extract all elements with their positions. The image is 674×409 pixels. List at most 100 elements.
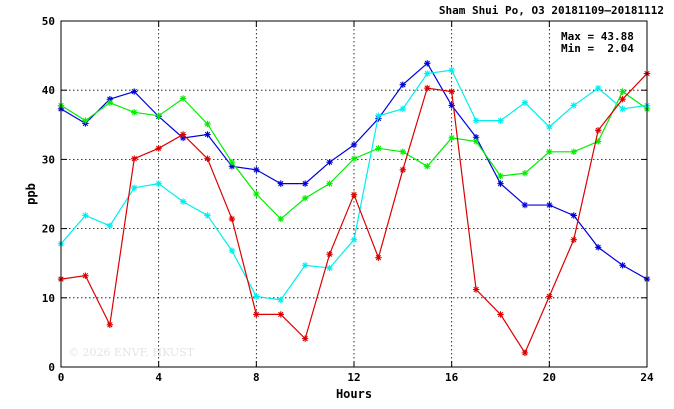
data-point <box>619 262 626 269</box>
y-tick-label: 40 <box>42 84 55 97</box>
data-point <box>228 215 236 223</box>
y-tick-label: 10 <box>42 292 55 305</box>
data-point <box>546 293 553 300</box>
data-point <box>472 117 480 124</box>
data-point <box>350 155 358 162</box>
x-tick-label: 24 <box>640 371 654 384</box>
data-point <box>106 95 114 103</box>
data-point <box>82 212 89 219</box>
data-point <box>497 311 504 318</box>
data-point <box>594 138 602 145</box>
series-layer <box>57 60 651 357</box>
data-point <box>131 109 138 116</box>
data-point <box>619 88 626 95</box>
data-point <box>448 66 455 74</box>
y-tick-label: 30 <box>42 153 55 166</box>
data-point <box>155 112 162 120</box>
x-tick-label: 20 <box>543 371 556 384</box>
data-point <box>497 172 504 180</box>
data-point <box>204 155 211 162</box>
data-point <box>350 141 358 149</box>
y-axis-label: ppb <box>24 183 38 205</box>
data-point <box>228 247 236 254</box>
data-point <box>228 158 236 166</box>
data-point <box>82 272 89 279</box>
max-stat-label: Max = 43.88 <box>561 30 634 43</box>
data-point <box>570 148 577 155</box>
data-point <box>375 112 382 120</box>
x-tick-label: 8 <box>253 371 260 384</box>
data-point <box>350 191 358 198</box>
data-point <box>301 180 309 187</box>
data-point <box>472 134 480 141</box>
y-tick-label: 0 <box>48 361 55 374</box>
data-point <box>546 201 553 209</box>
data-point <box>399 81 407 88</box>
data-point <box>179 95 187 102</box>
data-point <box>399 105 407 113</box>
data-point <box>521 349 529 357</box>
data-point <box>594 127 602 134</box>
data-point <box>326 251 333 258</box>
data-point <box>131 155 138 162</box>
watermark-text: © 2026 ENVF, HKUST <box>68 346 195 359</box>
x-tick-label: 12 <box>347 371 360 384</box>
x-tick-label: 16 <box>445 371 459 384</box>
data-point <box>179 131 187 138</box>
data-point <box>301 194 309 202</box>
series-3 <box>57 66 651 304</box>
data-point <box>521 201 529 209</box>
data-point <box>448 134 455 142</box>
data-point <box>448 102 455 109</box>
data-point <box>448 88 455 95</box>
x-tick-label: 0 <box>58 371 65 384</box>
data-point <box>82 117 89 124</box>
data-point <box>399 148 407 155</box>
data-point <box>277 215 284 223</box>
data-point <box>619 95 626 103</box>
data-point <box>253 311 260 318</box>
data-point <box>424 60 431 67</box>
data-point <box>619 105 626 113</box>
data-point <box>106 99 114 106</box>
data-point <box>375 254 382 261</box>
min-stat-label: Min = 2.04 <box>561 42 634 55</box>
data-point <box>375 145 382 152</box>
data-point <box>277 296 284 304</box>
chart-title: Sham Shui Po, O3 20181109–20181112 <box>439 4 664 17</box>
y-tick-label: 50 <box>42 15 55 28</box>
data-point <box>521 170 529 177</box>
data-point <box>106 321 114 328</box>
data-point <box>326 264 333 272</box>
data-point <box>131 88 138 95</box>
x-axis-label: Hours <box>336 387 372 401</box>
data-point <box>204 131 211 138</box>
data-point <box>253 190 260 198</box>
x-tick-label: 4 <box>155 371 162 384</box>
data-point <box>155 145 162 152</box>
data-point <box>301 262 309 269</box>
data-point <box>277 180 284 187</box>
data-point <box>594 84 602 92</box>
data-point <box>521 99 529 106</box>
data-point <box>253 166 260 173</box>
data-point <box>204 212 211 219</box>
data-point <box>424 163 431 170</box>
y-tick-label: 20 <box>42 223 55 236</box>
data-point <box>570 236 577 243</box>
data-point <box>228 163 236 170</box>
data-point <box>301 335 309 342</box>
data-point <box>277 311 284 318</box>
data-point <box>424 70 431 77</box>
data-point <box>570 102 577 109</box>
series-4 <box>57 70 651 357</box>
data-point <box>131 184 138 191</box>
data-point <box>253 293 260 300</box>
data-point <box>472 138 480 145</box>
data-point <box>594 244 602 251</box>
data-point <box>424 84 431 92</box>
data-point <box>472 286 480 293</box>
data-point <box>497 117 504 124</box>
